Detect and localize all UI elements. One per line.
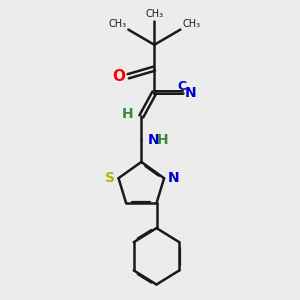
Text: CH₃: CH₃ (145, 9, 164, 19)
Text: N: N (185, 85, 197, 100)
Text: CH₃: CH₃ (182, 19, 200, 29)
Text: O: O (112, 69, 125, 84)
Text: CH₃: CH₃ (108, 19, 127, 29)
Text: S: S (105, 171, 115, 185)
Text: C: C (178, 80, 187, 93)
Text: N: N (147, 133, 159, 147)
Text: H: H (122, 107, 133, 121)
Text: H: H (157, 133, 169, 147)
Text: N: N (168, 171, 180, 185)
